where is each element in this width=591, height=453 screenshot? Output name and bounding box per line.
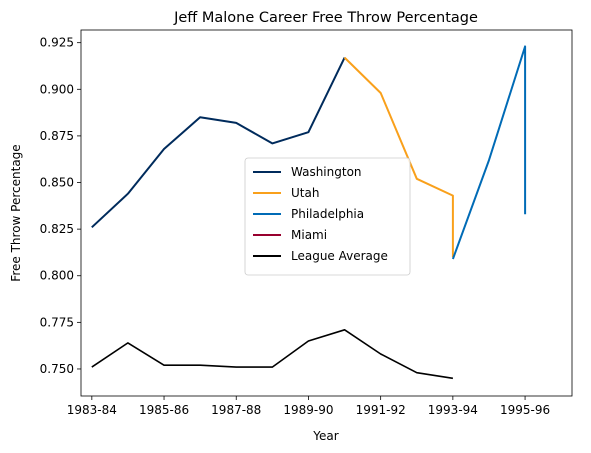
y-tick-label: 0.800 — [40, 269, 74, 283]
series-line-philadelphia — [451, 45, 527, 260]
x-tick-label: 1993-94 — [428, 403, 478, 417]
y-tick-label: 0.850 — [40, 176, 74, 190]
y-tick-label: 0.875 — [40, 129, 74, 143]
chart-title: Jeff Malone Career Free Throw Percentage — [173, 10, 478, 26]
x-tick-label: 1989-90 — [283, 403, 333, 417]
plot-lines — [91, 45, 527, 380]
plot-frame — [80, 29, 573, 397]
y-tick-label: 0.775 — [40, 315, 74, 329]
x-tick-label: 1987-88 — [211, 403, 261, 417]
x-axis: 1983-84 1985-86 1987-88 1989-90 1991-92 1993-… — [67, 396, 550, 417]
y-tick-label: 0.825 — [40, 222, 74, 236]
series-line-league-average — [91, 328, 454, 380]
y-tick-label: 0.900 — [40, 82, 74, 96]
series-line-washington — [91, 57, 346, 229]
legend-label: Utah — [291, 186, 319, 200]
legend-label: League Average — [291, 249, 388, 263]
x-tick-label: 1985-86 — [139, 403, 189, 417]
legend-label: Washington — [291, 165, 362, 179]
legend-label: Miami — [291, 228, 327, 242]
series-line-utah — [343, 56, 454, 258]
x-tick-label: 1995-96 — [500, 403, 550, 417]
legend-label: Philadelphia — [291, 207, 364, 221]
legend-box — [244, 157, 411, 276]
y-tick-label: 0.750 — [40, 362, 74, 376]
y-axis: 0.750 0.775 0.800 0.825 0.850 0.875 0.900 0.925 — [40, 36, 81, 376]
x-tick-label: 1991-92 — [356, 403, 406, 417]
y-tick-label: 0.925 — [40, 36, 74, 50]
legend: Washington Utah Philadelphia Miami League Av… — [244, 157, 411, 276]
x-tick-label: 1983-84 — [67, 403, 117, 417]
y-axis-title: Free Throw Percentage — [9, 144, 23, 281]
x-axis-title: Year — [312, 429, 338, 443]
